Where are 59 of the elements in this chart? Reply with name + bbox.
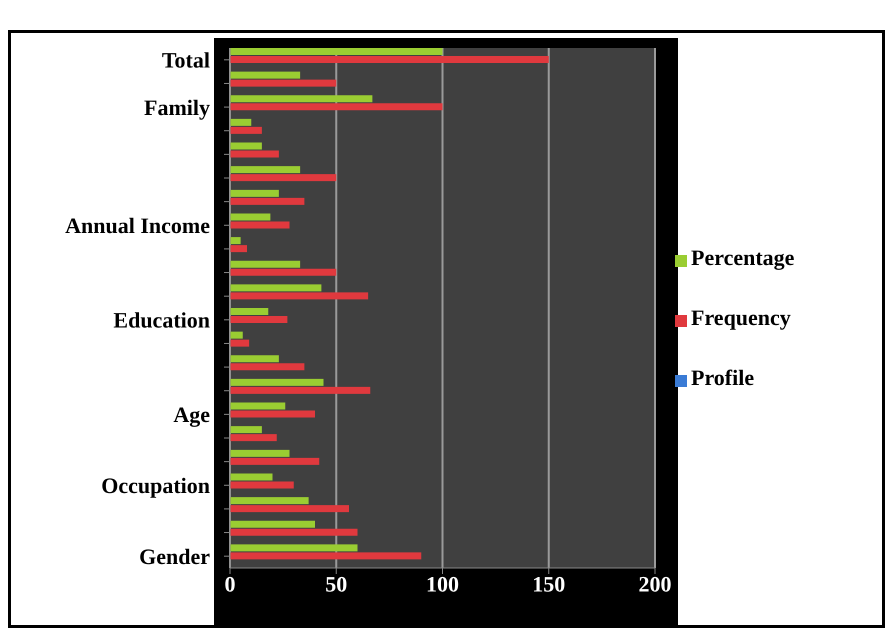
bar [230,72,300,79]
bar [230,355,279,362]
bar [230,237,241,244]
bar [230,260,300,268]
bar [230,142,262,150]
legend-label: Profile [691,365,754,390]
bar [230,332,243,339]
bar [230,245,247,252]
bar [230,450,290,457]
bar [230,221,290,228]
bar [230,528,358,536]
bar [230,126,262,134]
bar [230,473,272,480]
y-tick-label: Total [162,48,210,73]
bar [230,213,270,220]
bar [230,118,252,126]
bar [230,552,422,560]
x-tick-label: 50 [325,572,348,597]
bar [230,268,336,276]
bar [230,497,309,504]
bar [230,458,320,465]
bar [230,166,300,174]
bar [230,80,336,87]
bar [230,198,304,205]
bar [230,505,349,512]
bar [230,481,294,488]
bar [230,386,370,394]
x-tick-label: 150 [532,572,566,597]
y-tick-label: Annual Income [65,213,210,238]
bar [230,363,304,370]
y-tick-label: Education [113,308,210,333]
bar [230,150,279,158]
bar [230,316,288,323]
bar [230,410,315,418]
bar [230,402,286,410]
legend-label: Frequency [691,305,791,330]
bar [230,103,442,110]
bar [230,520,315,528]
bar [230,544,358,552]
bar [230,426,262,434]
y-tick-label: Gender [139,544,210,569]
bar [230,95,372,102]
x-tick-label: 200 [638,572,672,597]
bar [230,340,250,347]
y-tick-label: Occupation [101,473,210,498]
bar [230,56,549,63]
bar [230,308,268,315]
bar [230,174,336,182]
x-tick-label: 0 [224,572,236,597]
bar [230,48,442,55]
bar [230,284,322,292]
y-tick-label: Age [173,402,210,428]
x-tick-label: 100 [426,572,459,597]
bar [230,434,277,442]
bar [230,190,279,197]
bar [230,292,368,300]
legend-label: Percentage [691,245,794,270]
y-tick-label: Family [144,94,210,120]
bar [230,378,324,386]
